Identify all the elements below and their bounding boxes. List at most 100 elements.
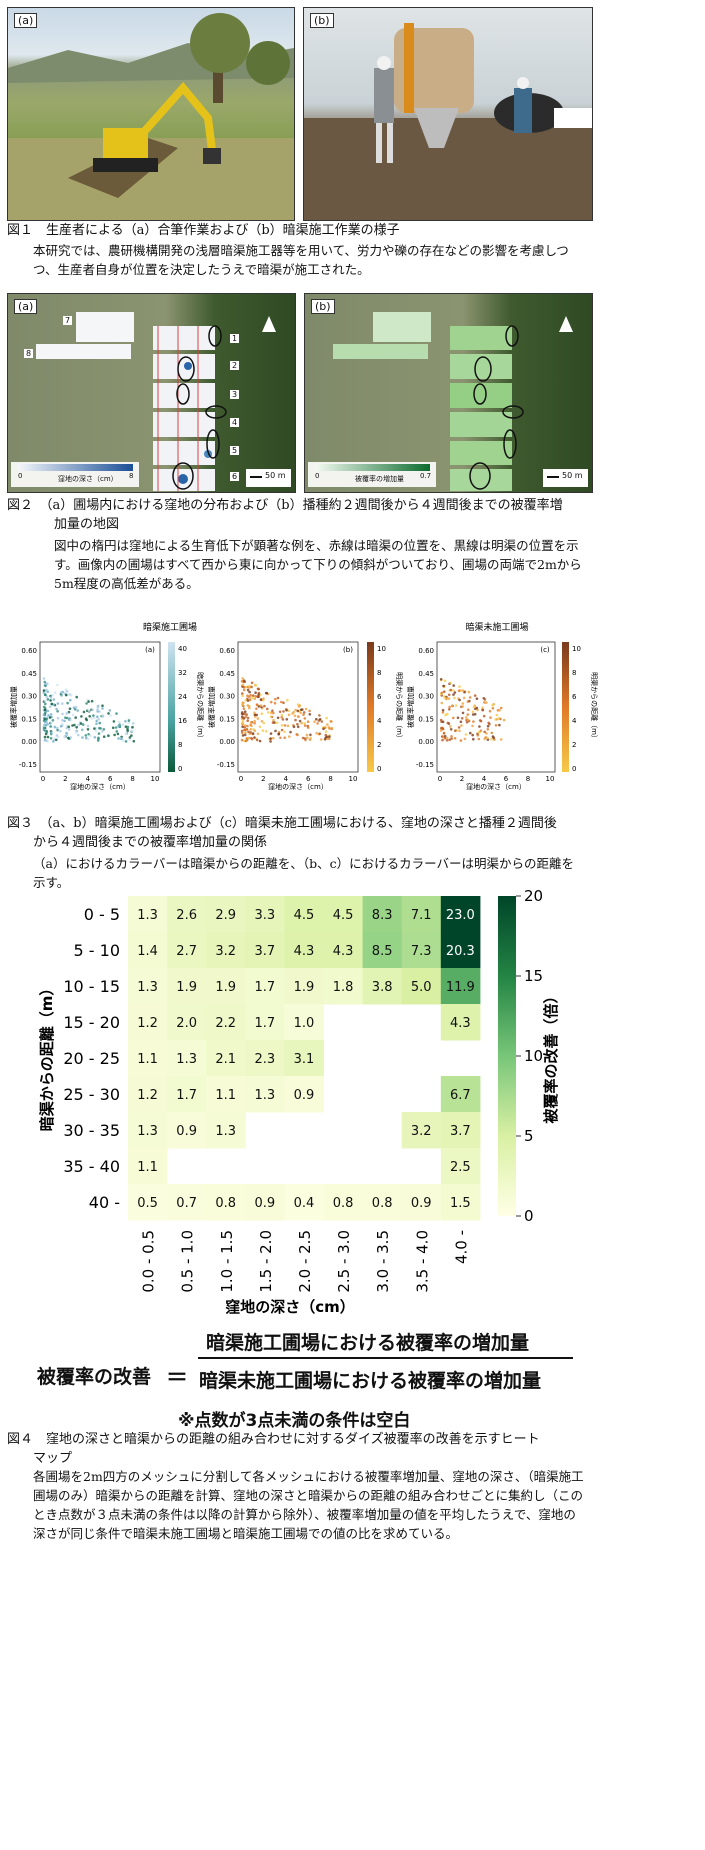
heatmap-value: 7.3	[411, 944, 432, 959]
fig3-point	[322, 727, 325, 731]
fig3-point	[95, 722, 98, 725]
fig3-cbar-tick: 6	[377, 693, 382, 701]
heatmap-cell	[245, 968, 285, 1005]
fig3-point	[242, 701, 245, 704]
heatmap-cell	[206, 896, 246, 933]
fig3-point	[327, 726, 331, 729]
fig3-point	[101, 707, 104, 710]
fig3-point	[473, 712, 477, 716]
fig3-point	[98, 710, 101, 713]
heatmap-xtick: 4.0 -	[452, 1230, 470, 1264]
fig3-point	[279, 736, 282, 740]
fig3-point	[243, 712, 246, 716]
fig3-point	[283, 724, 287, 727]
fig3-point	[246, 704, 250, 707]
fig3-point	[443, 734, 447, 738]
fig3-point	[88, 715, 91, 718]
fig3-point	[242, 686, 246, 689]
fig3-body: （a）におけるカラーバーは暗渠からの距離を、（b、c）におけるカラーバーは明渠か…	[33, 856, 574, 890]
fig3-point	[324, 726, 327, 729]
fig3-point	[272, 718, 275, 722]
heatmap-value: 1.1	[215, 1088, 236, 1103]
fig3-point	[483, 698, 487, 701]
heatmap-value: 1.2	[137, 1088, 158, 1103]
fig3-point	[43, 681, 47, 684]
heatmap-value: 4.5	[333, 908, 354, 923]
heatmap-cell	[284, 1184, 324, 1221]
fig3-point	[440, 726, 443, 730]
fig3-point	[244, 715, 248, 718]
heatmap-value: 7.1	[411, 908, 432, 923]
fig3-point	[463, 737, 467, 741]
fig3-point	[495, 718, 499, 721]
fig3-point	[305, 733, 309, 737]
fig1-body: 本研究では、農研機構開発の浅層暗渠施工器等を用いて、労力や礫の存在などの影響を考…	[33, 243, 569, 277]
fig3-point	[254, 684, 258, 687]
fig3-cbar-tick: 0	[178, 765, 182, 773]
fig3-point	[295, 733, 299, 736]
heatmap-value: 0.9	[255, 1196, 276, 1211]
heatmap-xtick: 1.5 - 2.0	[257, 1230, 275, 1293]
fig3-point	[241, 723, 244, 726]
colorbar-b	[315, 464, 430, 471]
heatmap-cbar-tick: 15	[524, 967, 543, 985]
fig3-point	[458, 685, 461, 688]
fig3-point	[275, 721, 279, 725]
fig3-point	[280, 713, 284, 717]
fig3-point	[449, 725, 452, 728]
heatmap-value: 2.7	[176, 944, 197, 959]
fig3-point	[454, 704, 458, 707]
fig3-point	[303, 717, 307, 720]
fig3-xtick: 4	[86, 775, 91, 783]
formula-fraction-line	[198, 1357, 573, 1359]
fig3-point	[253, 729, 257, 733]
fig3-ytick: 0.30	[219, 693, 235, 701]
fig3-point	[297, 715, 300, 718]
fig3-point	[240, 679, 244, 683]
heatmap-cell	[128, 932, 168, 969]
fig3-point	[457, 689, 461, 693]
fig3-point	[101, 714, 104, 718]
fig3-point	[466, 700, 470, 703]
fig3-point	[46, 709, 50, 713]
fig3-point	[262, 697, 265, 700]
fig3-xtick: 2	[261, 775, 265, 783]
fig3-point	[65, 690, 69, 693]
fig3-xtick: 0	[438, 775, 442, 783]
fig3-point	[45, 721, 48, 724]
fig3-point	[298, 719, 302, 723]
heatmap-cell	[284, 932, 324, 969]
fig3-point	[59, 729, 62, 733]
fig3-point	[498, 709, 501, 712]
formula-lhs: 被覆率の改善	[37, 1366, 152, 1388]
fig3-point	[52, 698, 56, 701]
heatmap-ytick: 30 - 35	[63, 1121, 120, 1140]
fig3-point	[316, 722, 319, 725]
fig3-xtick: 2	[63, 775, 67, 783]
fig3-point	[241, 725, 244, 729]
heatmap: 1.3 2.6 2.9 3.3 4.5 4.5 8.3 7.1 23.0 1.4 2.7 3.2 3.7…	[0, 880, 705, 1330]
fig3-point	[55, 738, 58, 742]
fig3-point	[244, 731, 247, 734]
fig3-point	[471, 713, 475, 716]
fig3-point	[241, 703, 245, 707]
heatmap-cell	[284, 1040, 324, 1077]
fig3-point	[254, 695, 257, 698]
fig3-point	[86, 737, 90, 741]
fig3-point	[118, 720, 121, 724]
fig3-point	[498, 723, 501, 727]
fig3-point	[302, 711, 306, 714]
fig3-point	[296, 709, 300, 713]
fig3-point	[324, 730, 328, 733]
fig3-point	[483, 730, 487, 734]
heatmap-value: 0.9	[411, 1196, 432, 1211]
fig3-point	[242, 688, 246, 692]
fig3-point	[482, 714, 486, 718]
fig3-point	[264, 691, 268, 695]
fig3-point	[442, 695, 446, 698]
fig3-point	[499, 706, 503, 710]
fig3-point	[115, 730, 118, 733]
fig3-point	[241, 683, 245, 687]
colorbar-a	[18, 464, 133, 471]
heatmap-value: 1.4	[137, 944, 158, 959]
